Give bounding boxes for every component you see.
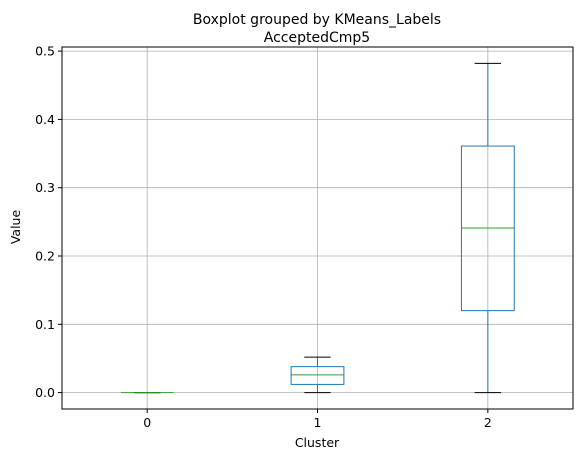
y-tick-label: 0.1	[35, 317, 55, 332]
y-tick-label: 0.3	[35, 180, 55, 195]
x-tick-label: 1	[314, 415, 322, 430]
boxes-group	[120, 62, 515, 394]
x-tick-label: 2	[484, 415, 492, 430]
y-tick-label: 0.2	[35, 249, 55, 264]
box-2	[460, 62, 515, 394]
chart-suptitle: Boxplot grouped by KMeans_Labels	[193, 12, 441, 28]
y-tick-label: 0.5	[35, 44, 55, 59]
box-iqr	[290, 366, 345, 385]
y-tick-label: 0.4	[35, 112, 55, 127]
x-tick-label: 0	[143, 415, 151, 430]
x-axis-label: Cluster	[295, 435, 340, 450]
y-axis-ticks: 0.0 0.1 0.2 0.3 0.4 0.5	[35, 44, 62, 400]
x-axis-ticks: 0 1 2	[143, 409, 492, 430]
y-tick-label: 0.0	[35, 385, 55, 400]
box-1	[290, 356, 345, 394]
y-axis-label: Value	[8, 210, 23, 245]
chart-title: AcceptedCmp5	[264, 30, 370, 46]
